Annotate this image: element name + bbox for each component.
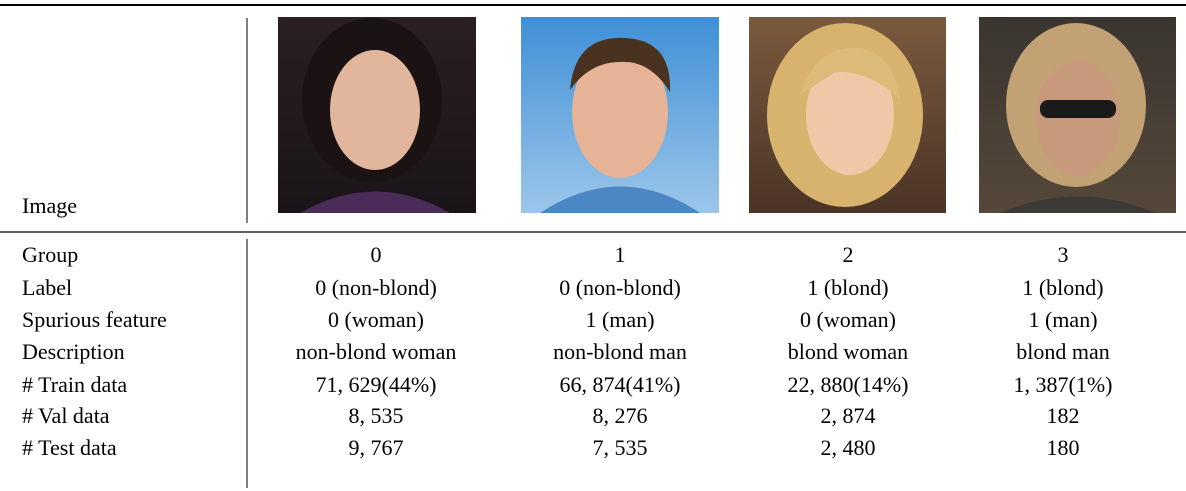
cell: 0 [371,242,382,267]
cell: 22, 880(14%) [788,372,909,397]
cell: 1, 387(1%) [1014,372,1113,397]
cell: 0 (non-blond) [559,275,681,300]
image-nonblond-man [521,17,719,213]
cell: 0 (woman) [328,307,424,332]
cell: non-blond woman [296,339,457,364]
row-header: # Train data [22,372,127,397]
cell: 1 [615,242,626,267]
cell: 3 [1058,242,1069,267]
cell: 71, 629(44%) [316,372,437,397]
cell: 0 (woman) [800,307,896,332]
cell: blond man [1016,339,1110,364]
cell: 1 (man) [1028,307,1097,332]
cell: 2, 874 [821,403,876,428]
cell: 1 (blond) [807,275,888,300]
cell: 1 (man) [585,307,654,332]
cell: 1 (blond) [1022,275,1103,300]
cell: 2 [843,242,854,267]
cell: 66, 874(41%) [560,372,681,397]
cell: 8, 535 [349,403,404,428]
cell: 9, 767 [349,435,404,460]
row-header: # Test data [22,435,117,460]
cell: 7, 535 [593,435,648,460]
row-header: Description [22,339,125,364]
cell: blond woman [788,339,908,364]
row-header: Group [22,242,78,267]
image-blond-man [979,17,1176,213]
cell: 180 [1047,435,1080,460]
cell: 182 [1047,403,1080,428]
cell: 0 (non-blond) [315,275,437,300]
row-header: # Val data [22,403,110,428]
image-blond-woman [749,17,946,213]
cell: non-blond man [553,339,687,364]
row-header: Label [22,275,72,300]
cell: 2, 480 [821,435,876,460]
cell: 8, 276 [593,403,648,428]
image-nonblond-woman [278,17,476,213]
row-header: Image [22,193,77,218]
row-header: Spurious feature [22,307,167,332]
